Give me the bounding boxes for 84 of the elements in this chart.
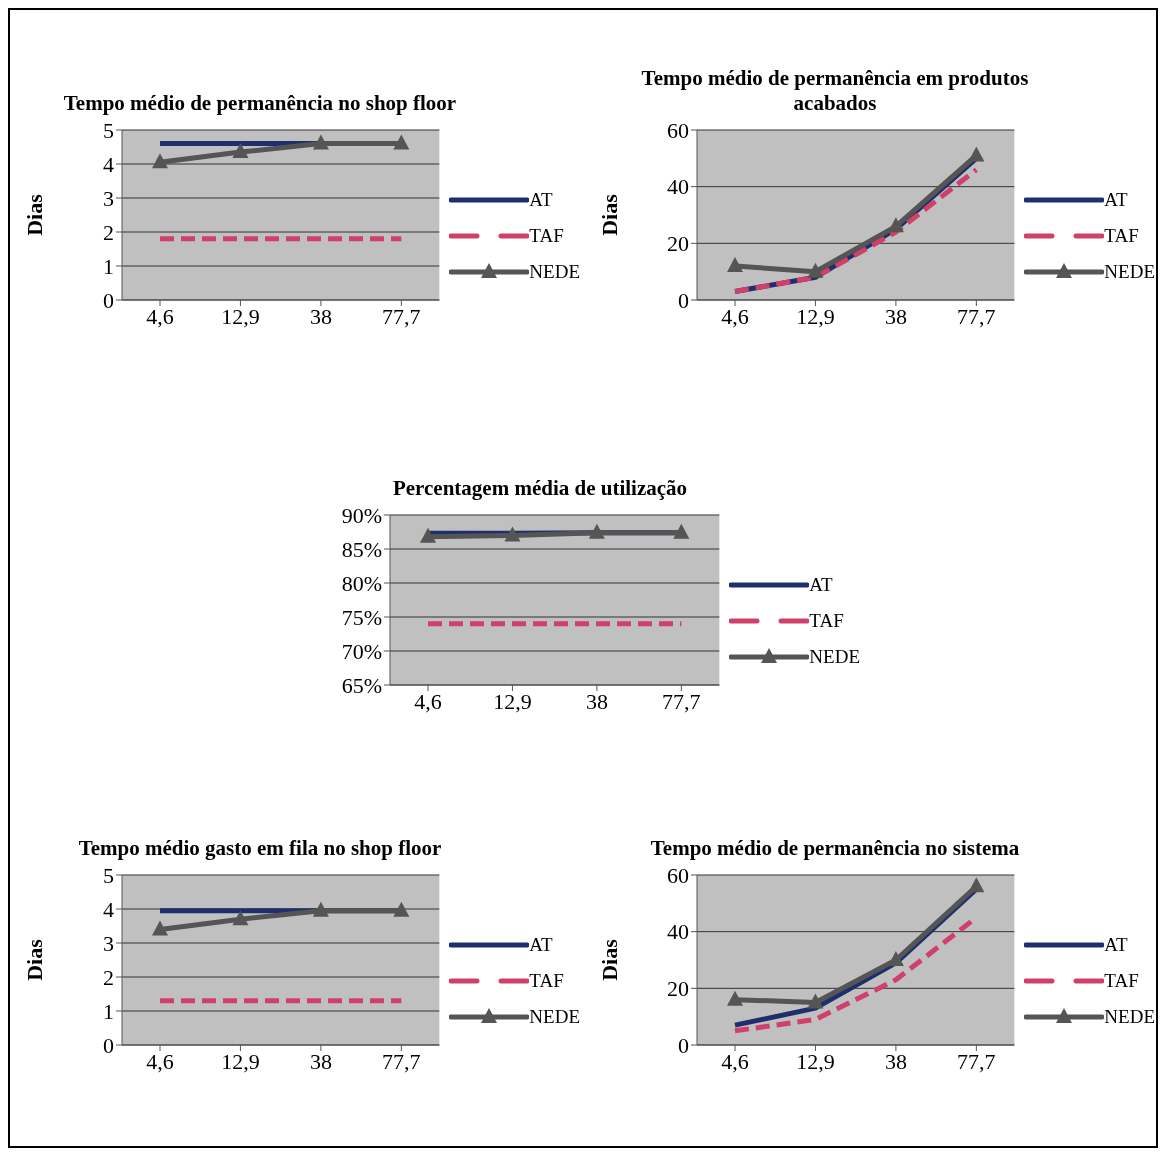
legend-label: AT [529, 934, 553, 956]
legend-label: AT [1104, 934, 1128, 956]
point [727, 257, 743, 272]
point [232, 910, 249, 926]
x-tick-label: 38 [309, 303, 332, 329]
y-tick-label: 1 [103, 998, 114, 1024]
x-tick-label: 38 [884, 303, 907, 329]
y-tick-label: 80% [341, 570, 382, 596]
y-tick-label: 0 [103, 1032, 114, 1058]
y-tick-label: 65% [341, 672, 382, 698]
y-tick-label: 90% [341, 502, 382, 528]
point [312, 901, 329, 917]
x-tick-label: 77,7 [662, 688, 701, 714]
point [312, 134, 329, 150]
x-tick-label: 38 [585, 688, 608, 714]
x-tick-label: 38 [309, 1048, 332, 1074]
point [968, 877, 985, 893]
y-tick-label: 60 [667, 862, 689, 888]
y-tick-label: 0 [678, 287, 689, 313]
legend-label: AT [1104, 189, 1128, 211]
x-tick-label: 4,6 [146, 303, 174, 329]
x-tick-label: 12,9 [796, 303, 835, 329]
point [152, 153, 168, 169]
y-tick-label: 70% [341, 638, 382, 664]
x-tick-label: 77,7 [382, 1048, 421, 1074]
x-tick-label: 77,7 [957, 303, 996, 329]
legend-label: TAF [529, 225, 564, 247]
y-tick-label: 20 [667, 231, 689, 257]
point [807, 262, 824, 278]
y-tick-label: 75% [341, 604, 382, 630]
x-tick-label: 12,9 [493, 688, 532, 714]
y-tick-label: 4 [103, 151, 114, 177]
x-tick-label: 4,6 [414, 688, 442, 714]
legend-label: NEDE [809, 646, 860, 668]
legend-label: AT [809, 574, 833, 596]
legend-label: AT [529, 189, 553, 211]
y-tick-label: 3 [103, 185, 114, 211]
y-tick-label: 0 [678, 1032, 689, 1058]
x-tick-label: 38 [884, 1048, 907, 1074]
y-tick-label: 2 [103, 219, 114, 245]
y-tick-label: 1 [103, 253, 114, 279]
chart-title: Tempo médio de permanência em produtos acabados [640, 66, 1030, 116]
x-tick-label: 4,6 [146, 1048, 174, 1074]
legend-label: NEDE [529, 261, 580, 283]
y-tick-label: 3 [103, 930, 114, 956]
point [152, 920, 168, 936]
chart-title: Percentagem média de utilização [392, 476, 688, 501]
chart-title: Tempo médio de permanência no sistema [650, 836, 1020, 861]
x-tick-label: 77,7 [382, 303, 421, 329]
y-tick-label: 20 [667, 976, 689, 1002]
y-tick-label: 40 [667, 174, 689, 200]
x-tick-label: 12,9 [221, 303, 260, 329]
y-tick-label: 0 [103, 287, 114, 313]
chart-title: Tempo médio de permanência no shop floor [63, 91, 457, 116]
legend-label: TAF [809, 610, 844, 632]
legend-label: NEDE [1104, 1006, 1155, 1028]
legend-label: TAF [1104, 225, 1139, 247]
y-axis-title: Dias [596, 193, 622, 236]
x-tick-label: 4,6 [721, 1048, 749, 1074]
x-tick-label: 77,7 [957, 1048, 996, 1074]
point [393, 901, 410, 917]
y-tick-label: 60 [667, 117, 689, 143]
legend-label: TAF [1104, 970, 1139, 992]
point [807, 993, 824, 1009]
y-tick-label: 4 [103, 896, 114, 922]
y-axis-title: Dias [596, 938, 622, 981]
y-tick-label: 85% [341, 536, 382, 562]
point [232, 143, 249, 159]
legend-label: TAF [529, 970, 564, 992]
y-axis-title: Dias [21, 193, 47, 236]
x-tick-label: 12,9 [221, 1048, 260, 1074]
y-tick-label: 5 [103, 862, 114, 888]
point [968, 146, 985, 162]
point [393, 134, 410, 150]
x-tick-label: 4,6 [721, 303, 749, 329]
legend-label: NEDE [529, 1006, 580, 1028]
chart-title: Tempo médio gasto em fila no shop floor [78, 836, 442, 861]
y-tick-label: 5 [103, 117, 114, 143]
y-axis-title: Dias [21, 938, 47, 981]
x-tick-label: 12,9 [796, 1048, 835, 1074]
y-tick-label: 2 [103, 964, 114, 990]
y-tick-label: 40 [667, 919, 689, 945]
point [727, 990, 743, 1006]
legend-label: NEDE [1104, 261, 1155, 283]
